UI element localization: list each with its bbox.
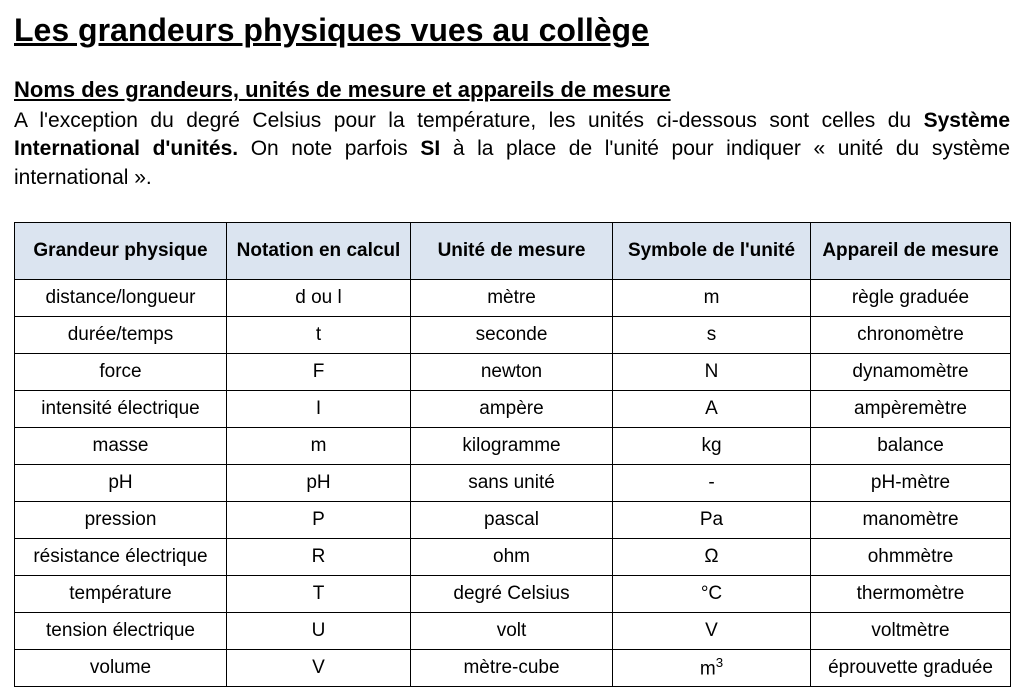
table-cell: voltmètre xyxy=(811,613,1011,650)
table-cell: volume xyxy=(15,650,227,687)
table-cell: règle graduée xyxy=(811,280,1011,317)
table-cell: U xyxy=(227,613,411,650)
table-cell: V xyxy=(227,650,411,687)
table-cell: thermomètre xyxy=(811,576,1011,613)
table-cell: résistance électrique xyxy=(15,539,227,576)
table-cell: A xyxy=(613,391,811,428)
table-cell: durée/temps xyxy=(15,317,227,354)
table-column-header: Unité de mesure xyxy=(411,223,613,280)
table-cell: pH xyxy=(15,465,227,502)
table-cell: ohm xyxy=(411,539,613,576)
table-row: tension électriqueUvoltVvoltmètre xyxy=(15,613,1011,650)
table-row: massemkilogrammekgbalance xyxy=(15,428,1011,465)
table-cell: éprouvette graduée xyxy=(811,650,1011,687)
table-cell: mètre-cube xyxy=(411,650,613,687)
table-cell: m xyxy=(613,280,811,317)
table-cell: distance/longueur xyxy=(15,280,227,317)
table-cell: manomètre xyxy=(811,502,1011,539)
table-row: forceFnewtonNdynamomètre xyxy=(15,354,1011,391)
table-cell: I xyxy=(227,391,411,428)
table-cell: F xyxy=(227,354,411,391)
table-cell: m xyxy=(227,428,411,465)
table-cell: ampèremètre xyxy=(811,391,1011,428)
intro-bold-si: SI xyxy=(420,137,440,160)
table-column-header: Symbole de l'unité xyxy=(613,223,811,280)
table-cell: sans unité xyxy=(411,465,613,502)
intro-text: On note parfois xyxy=(238,137,420,160)
table-cell: tension électrique xyxy=(15,613,227,650)
quantities-table: Grandeur physiqueNotation en calculUnité… xyxy=(14,222,1011,687)
intro-text: A l'exception du degré Celsius pour la t… xyxy=(14,109,924,132)
table-cell: Ω xyxy=(613,539,811,576)
table-cell: intensité électrique xyxy=(15,391,227,428)
table-cell: seconde xyxy=(411,317,613,354)
table-row: volumeVmètre-cubem3éprouvette graduée xyxy=(15,650,1011,687)
table-row: pHpHsans unité-pH-mètre xyxy=(15,465,1011,502)
table-cell: T xyxy=(227,576,411,613)
table-cell: t xyxy=(227,317,411,354)
table-cell: °C xyxy=(613,576,811,613)
table-head: Grandeur physiqueNotation en calculUnité… xyxy=(15,223,1011,280)
table-row: distance/longueurd ou lmètremrègle gradu… xyxy=(15,280,1011,317)
table-row: températureTdegré Celsius°Cthermomètre xyxy=(15,576,1011,613)
intro-paragraph: A l'exception du degré Celsius pour la t… xyxy=(14,107,1010,192)
table-row: durée/tempstsecondeschronomètre xyxy=(15,317,1011,354)
table-cell: ohmmètre xyxy=(811,539,1011,576)
table-cell: kg xyxy=(613,428,811,465)
table-column-header: Appareil de mesure xyxy=(811,223,1011,280)
page-title: Les grandeurs physiques vues au collège xyxy=(14,12,1010,49)
table-column-header: Notation en calcul xyxy=(227,223,411,280)
section-subtitle: Noms des grandeurs, unités de mesure et … xyxy=(14,77,1010,103)
table-cell: - xyxy=(613,465,811,502)
table-cell: ampère xyxy=(411,391,613,428)
table-row: intensité électriqueIampèreAampèremètre xyxy=(15,391,1011,428)
table-cell: m3 xyxy=(613,650,811,687)
table-header-row: Grandeur physiqueNotation en calculUnité… xyxy=(15,223,1011,280)
table-cell: N xyxy=(613,354,811,391)
table-cell: kilogramme xyxy=(411,428,613,465)
table-body: distance/longueurd ou lmètremrègle gradu… xyxy=(15,280,1011,687)
table-cell: d ou l xyxy=(227,280,411,317)
table-column-header: Grandeur physique xyxy=(15,223,227,280)
table-cell: pH xyxy=(227,465,411,502)
table-cell: degré Celsius xyxy=(411,576,613,613)
table-cell: mètre xyxy=(411,280,613,317)
table-cell: température xyxy=(15,576,227,613)
table-cell: chronomètre xyxy=(811,317,1011,354)
table-cell: newton xyxy=(411,354,613,391)
table-cell: Pa xyxy=(613,502,811,539)
table-cell: pH-mètre xyxy=(811,465,1011,502)
table-row: pressionPpascalPamanomètre xyxy=(15,502,1011,539)
table-cell: volt xyxy=(411,613,613,650)
table-row: résistance électriqueRohmΩohmmètre xyxy=(15,539,1011,576)
table-cell: R xyxy=(227,539,411,576)
table-cell: force xyxy=(15,354,227,391)
table-cell: masse xyxy=(15,428,227,465)
table-cell: pression xyxy=(15,502,227,539)
table-cell: s xyxy=(613,317,811,354)
table-cell: P xyxy=(227,502,411,539)
table-cell: V xyxy=(613,613,811,650)
table-cell: dynamomètre xyxy=(811,354,1011,391)
table-cell: pascal xyxy=(411,502,613,539)
table-cell: balance xyxy=(811,428,1011,465)
